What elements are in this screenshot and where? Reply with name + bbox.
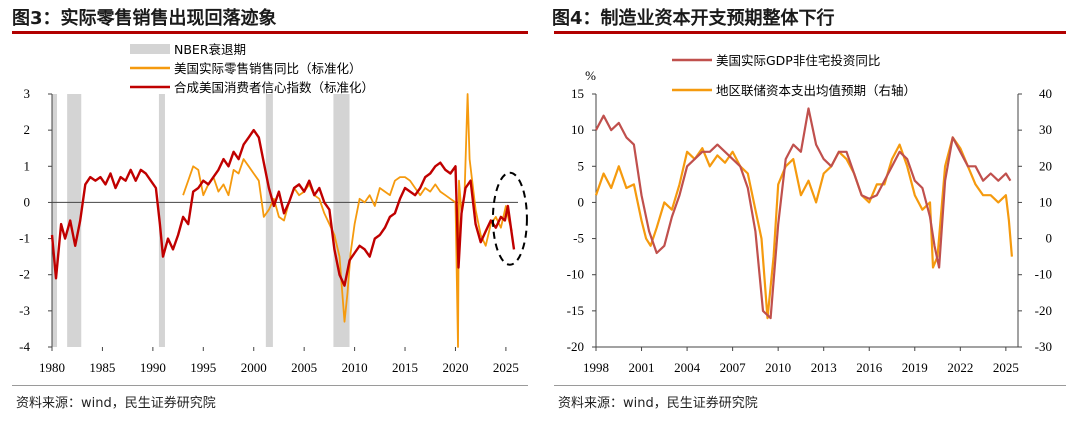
- y2-tick-label: -30: [1035, 339, 1052, 354]
- x-tick-label: 2013: [811, 360, 837, 375]
- chart-title: 图4：制造业资本开支预期整体下行: [552, 8, 835, 29]
- x-tick-label: 2004: [674, 360, 701, 375]
- chart-panel-retail: 图3：实际零售销售出现回落迹象 -4 -3 -2 -1 0 1 2 3 1980 1985 1990…: [12, 8, 528, 411]
- x-tick-label: 2007: [720, 360, 747, 375]
- footer-rule: [554, 385, 1066, 386]
- y2-tick-label: 30: [1039, 122, 1052, 137]
- x-tick-label: 1995: [190, 360, 216, 375]
- y-tick-label: -4: [19, 339, 30, 354]
- x-tick-label: 2010: [765, 360, 791, 375]
- recession-band: [67, 94, 82, 347]
- x-tick-label: 2015: [392, 360, 418, 375]
- title-rule: [554, 31, 1066, 34]
- y-tick-label: -5: [573, 231, 584, 246]
- source-note: 资料来源：wind，民生证券研究院: [16, 396, 216, 411]
- confidence-series-line: [50, 128, 516, 287]
- y-tick-label: -20: [567, 339, 584, 354]
- legend-label: NBER衰退期: [174, 42, 246, 57]
- highlight-ellipse: [491, 171, 528, 266]
- x-tick-label: 2000: [241, 360, 267, 375]
- retail-series-line: [182, 93, 513, 348]
- recession-band: [52, 94, 58, 347]
- y-tick-label: -1: [19, 231, 30, 246]
- y2-tick-label: 20: [1039, 158, 1052, 173]
- y-tick-label: 2: [24, 122, 31, 137]
- y-tick-label: -2: [19, 267, 30, 282]
- x-tick-label: 2019: [902, 360, 928, 375]
- y-tick-label: 3: [24, 86, 31, 101]
- y-tick-label: -3: [19, 303, 30, 318]
- source-note: 资料来源：wind，民生证券研究院: [558, 396, 758, 411]
- y2-tick-label: 0: [1046, 231, 1053, 246]
- legend-swatch-recession: [130, 44, 170, 54]
- footer-rule: [12, 385, 528, 386]
- y-tick-label: 15: [571, 86, 584, 101]
- y2-tick-label: 10: [1039, 194, 1052, 209]
- x-tick-label: 1980: [39, 360, 65, 375]
- legend-label: 地区联储资本支出均值预期（右轴）: [716, 83, 916, 98]
- x-tick-label: 1998: [583, 360, 609, 375]
- legend-label: 合成美国消费者信心指数（标准化）: [174, 80, 374, 95]
- x-tick-label: 2020: [442, 360, 468, 375]
- y2-tick-label: -10: [1035, 267, 1052, 282]
- y-tick-label: -15: [567, 303, 584, 318]
- retail-chart-svg: -4 -3 -2 -1 0 1 2 3 1980 1985 1990 1995 2000 2005 2010…: [19, 42, 528, 375]
- x-tick-label: 2016: [856, 360, 883, 375]
- y-tick-label: -10: [567, 267, 584, 282]
- x-tick-label: 1990: [140, 360, 166, 375]
- y-axis-unit: %: [585, 68, 596, 83]
- x-tick-label: 2001: [629, 360, 655, 375]
- capex-chart-svg: -20 -15 -10 -5 0 5 10 15 -30 -20 -10 0 10 20 30 40 1998 2…: [567, 53, 1053, 375]
- capex-expectation-line: [594, 136, 1013, 320]
- x-tick-label: 2022: [947, 360, 973, 375]
- x-tick-label: 2005: [291, 360, 317, 375]
- x-tick-label: 1985: [89, 360, 115, 375]
- y2-tick-label: -20: [1035, 303, 1052, 318]
- legend-label: 美国实际GDP非住宅投资同比: [716, 53, 880, 68]
- x-tick-label: 2025: [493, 360, 519, 375]
- title-rule: [12, 31, 528, 34]
- chart-panel-capex: 图4：制造业资本开支预期整体下行 -20 -15 -10 -5 0 5 10 15 -30 -20…: [540, 0, 1080, 422]
- y2-tick-label: 40: [1039, 86, 1052, 101]
- y-tick-label: 5: [578, 158, 585, 173]
- investment-yoy-line: [595, 107, 1012, 320]
- recession-band: [158, 94, 165, 347]
- y-tick-label: 10: [571, 122, 584, 137]
- y-tick-label: 0: [24, 194, 31, 209]
- y-tick-label: 0: [578, 194, 585, 209]
- y-tick-label: 1: [24, 158, 31, 173]
- recession-band: [265, 94, 273, 347]
- x-tick-label: 2025: [993, 360, 1019, 375]
- legend-label: 美国实际零售销售同比（标准化）: [174, 61, 362, 76]
- x-tick-label: 2010: [342, 360, 368, 375]
- chart-title: 图3：实际零售销售出现回落迹象: [12, 8, 277, 29]
- recession-band: [333, 94, 350, 347]
